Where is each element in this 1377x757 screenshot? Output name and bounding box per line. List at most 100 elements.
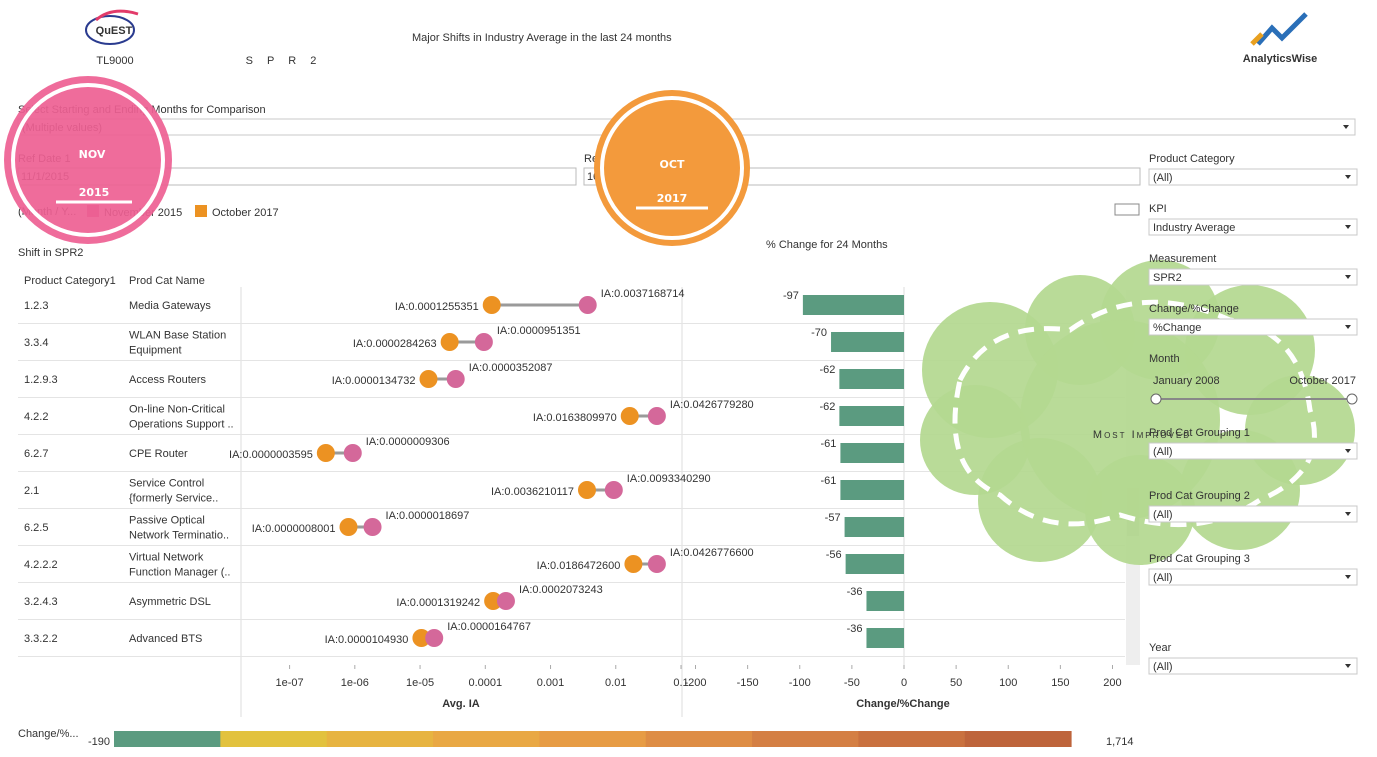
legend-min: -190 (88, 736, 110, 748)
axis-title: Change/%Change (856, 698, 950, 710)
dropdown-box[interactable] (1148, 442, 1358, 460)
value-label: IA:0.0000352087 (469, 362, 553, 374)
bar-label: -36 (847, 623, 863, 635)
filter-dropdown[interactable]: (All) (1148, 505, 1358, 523)
change-bar (802, 295, 904, 315)
slider-max: October 2017 (1289, 375, 1356, 387)
filter-label: Change/%Change (1149, 303, 1239, 315)
dropdown-box[interactable] (1148, 505, 1358, 523)
dropdown-box[interactable] (1148, 268, 1358, 286)
cloud-stitch (952, 299, 1317, 528)
color-ramp-segment (326, 731, 434, 747)
bar-label: -62 (819, 364, 835, 376)
dropdown-caret (1343, 125, 1349, 129)
dropdown-value: SPR2 (1153, 272, 1182, 284)
bar-label: -56 (826, 549, 842, 561)
oct-sticker: OCT 2017 (594, 90, 750, 246)
slider-handle[interactable] (1150, 393, 1162, 405)
color-ramp-segment (858, 731, 966, 747)
filter-label: Prod Cat Grouping 3 (1149, 553, 1250, 565)
pager[interactable] (1114, 203, 1140, 216)
dropdown-caret (1345, 512, 1351, 516)
filter-dropdown[interactable]: Industry Average (1148, 218, 1358, 236)
filter-dropdown[interactable]: %Change (1148, 318, 1358, 336)
value-label: IA:0.0001319242 (396, 597, 480, 609)
filter-dropdown[interactable]: SPR2 (1148, 268, 1358, 286)
value-label: IA:0.0000009306 (366, 436, 450, 448)
logo-swoosh (85, 15, 135, 45)
x-tick-label: -50 (844, 677, 860, 689)
value-label: IA:0.0000018697 (386, 510, 470, 522)
category-name: Advanced BTS (129, 633, 202, 645)
nov-dot (474, 333, 493, 351)
dropdown-box[interactable] (1148, 168, 1358, 186)
sticker-text: OCT (660, 158, 685, 171)
x-tick-label: 1e-05 (406, 677, 434, 689)
filter-label: Year (1149, 642, 1172, 654)
value-label: IA:0.0001255351 (395, 301, 479, 313)
value-label: IA:0.0000008001 (252, 523, 336, 535)
sticker-ring (11, 83, 165, 237)
legend-swatch (195, 205, 207, 217)
value-label: IA:0.0163809970 (533, 412, 617, 424)
category-name: Operations Support .. (129, 419, 234, 431)
filter-dropdown[interactable]: (All) (1148, 168, 1358, 186)
category-name: Passive Optical (129, 515, 205, 527)
bar-label: -36 (847, 586, 863, 598)
color-ramp-segment (752, 731, 859, 747)
axis-title: Avg. IA (442, 698, 480, 710)
x-tick-label: 150 (1051, 677, 1069, 689)
filter-dropdown[interactable]: (All) (1148, 568, 1358, 586)
filter-dropdown[interactable]: (All) (1148, 442, 1358, 460)
oct-dot (339, 518, 358, 536)
dropdown-box[interactable] (1148, 657, 1358, 675)
color-ramp-segment (539, 731, 647, 747)
dropdown-box[interactable] (1148, 568, 1358, 586)
category-name: Access Routers (129, 374, 207, 386)
oct-dot (624, 555, 643, 573)
value-label: IA:0.0002073243 (519, 584, 603, 596)
column-header: Prod Cat Name (129, 275, 205, 287)
color-ramp-segment (433, 731, 540, 747)
dropdown-caret (1345, 175, 1351, 179)
value-label: IA:0.0036210117 (491, 486, 574, 498)
dropdown-value: %Change (1153, 322, 1201, 334)
dropdown-caret (1345, 449, 1351, 453)
dropdown-value: (All) (1153, 509, 1173, 521)
logo-right: AnalyticsWise (1243, 53, 1318, 65)
sticker-text: 2017 (657, 192, 688, 205)
change-bar (839, 369, 904, 389)
dropdown-box[interactable] (1148, 318, 1358, 336)
rows: 1.2.3 Media Gateways IA:0.0001255351 IA:0.0… (18, 288, 1125, 657)
oct-dot (440, 333, 459, 351)
color-ramp-segment (114, 731, 221, 747)
filter-dropdown[interactable]: (All) (1148, 657, 1358, 675)
x-tick-label: 200 (1103, 677, 1121, 689)
oct-dot (412, 629, 431, 647)
oct-dot (620, 407, 639, 425)
dropdown-caret (1345, 575, 1351, 579)
category-name: {formerly Service.. (129, 493, 218, 505)
category-code: 6.2.7 (24, 448, 48, 460)
x-tick-label: 50 (950, 677, 962, 689)
cloud-text: Most Improved (1093, 429, 1191, 441)
bar-label: -61 (821, 438, 837, 450)
category-name: Media Gateways (129, 300, 211, 312)
slider-handle[interactable] (1346, 393, 1358, 405)
dropdown-caret (1345, 275, 1351, 279)
category-name: Function Manager (.. (129, 567, 231, 579)
filter-label: Prod Cat Grouping 2 (1149, 490, 1250, 502)
nov-dot (425, 629, 444, 647)
category-name: WLAN Base Station (129, 330, 226, 342)
x-tick-label: 1e-07 (276, 677, 304, 689)
nov-dot (343, 444, 362, 462)
oct-dot (577, 481, 596, 499)
sticker-text: NOV (79, 148, 106, 161)
bar-label: -62 (819, 401, 835, 413)
cloud-lobe (1020, 320, 1220, 520)
dropdown-box[interactable] (1148, 218, 1358, 236)
dropdown-caret (1345, 325, 1351, 329)
nov-dot (578, 296, 597, 314)
value-label: IA:0.0037168714 (601, 288, 685, 300)
